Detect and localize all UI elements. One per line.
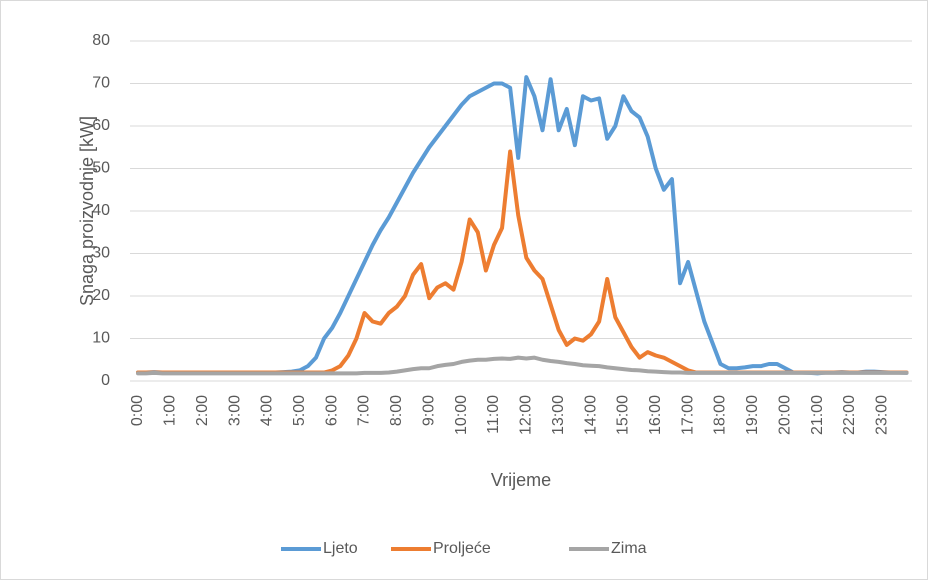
y-tick-label: 40 (92, 202, 110, 219)
x-tick-label: 0:00 (129, 395, 146, 426)
x-tick-label: 20:00 (776, 395, 793, 435)
legend-label: Ljeto (323, 540, 358, 557)
y-axis-title: Snaga proizvodnje [kW] (77, 116, 97, 306)
x-tick-label: 5:00 (291, 395, 308, 426)
y-tick-label: 30 (92, 245, 110, 262)
x-tick-label: 12:00 (518, 395, 535, 435)
x-tick-label: 14:00 (582, 395, 599, 435)
x-tick-label: 21:00 (809, 395, 826, 435)
x-tick-label: 8:00 (388, 395, 405, 426)
y-tick-label: 0 (101, 372, 110, 389)
x-tick-label: 17:00 (679, 395, 696, 435)
y-tick-label: 50 (92, 160, 110, 177)
x-tick-label: 19:00 (744, 395, 761, 435)
legend-label: Proljeće (433, 540, 491, 557)
x-tick-label: 6:00 (323, 395, 340, 426)
x-tick-label: 1:00 (162, 395, 179, 426)
legend-label: Zima (611, 540, 647, 557)
x-tick-label: 23:00 (873, 395, 890, 435)
x-tick-label: 15:00 (615, 395, 632, 435)
x-axis-title: Vrijeme (491, 470, 551, 490)
x-tick-label: 22:00 (841, 395, 858, 435)
y-tick-label: 60 (92, 117, 110, 134)
x-tick-label: 2:00 (194, 395, 211, 426)
x-tick-label: 4:00 (259, 395, 276, 426)
y-tick-label: 80 (92, 32, 110, 49)
y-tick-label: 10 (92, 330, 110, 347)
x-tick-label: 16:00 (647, 395, 664, 435)
x-tick-label: 13:00 (550, 395, 567, 435)
x-tick-label: 18:00 (712, 395, 729, 435)
x-tick-label: 3:00 (226, 395, 243, 426)
x-tick-label: 10:00 (453, 395, 470, 435)
y-tick-label: 70 (92, 75, 110, 92)
x-tick-label: 11:00 (485, 395, 502, 434)
x-tick-label: 7:00 (356, 395, 373, 426)
line-series (136, 355, 909, 376)
y-tick-label: 20 (92, 287, 110, 304)
x-tick-label: 9:00 (420, 395, 437, 426)
